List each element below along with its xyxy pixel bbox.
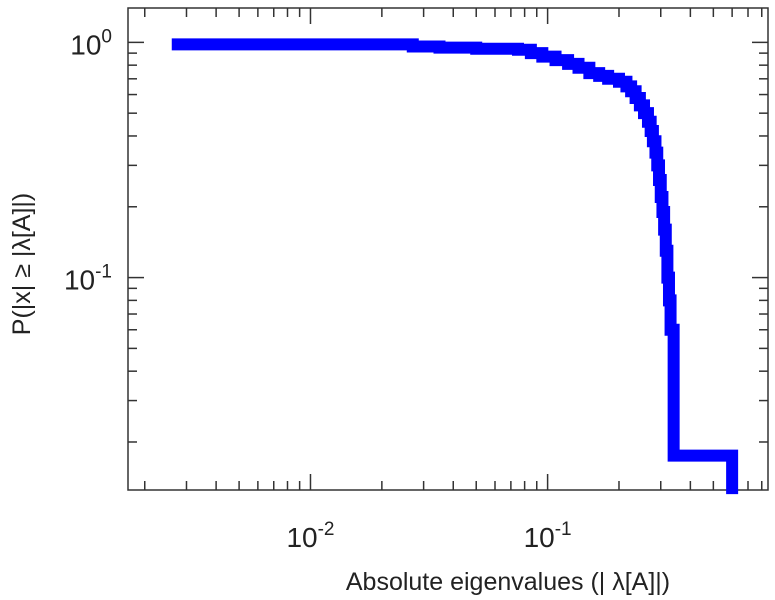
- y-axis-label: P(|x| ≥ |λ[A]|): [8, 193, 36, 335]
- y-tick-label: 100: [70, 26, 112, 60]
- x-minor-ticks: [143, 8, 763, 490]
- plot-frame: [127, 7, 769, 491]
- y-minor-ticks: [128, 41, 768, 443]
- x-tick-labels: 10-2 10-1: [286, 519, 571, 553]
- y-tick-label: 10-1: [64, 262, 112, 296]
- axes: [127, 7, 769, 491]
- x-tick-label: 10-2: [286, 519, 334, 553]
- x-axis-label: Absolute eigenvalues (| λ[A]|): [346, 568, 670, 596]
- series-line: [171, 38, 739, 495]
- x-tick-label: 10-1: [524, 519, 572, 553]
- y-tick-labels: 100 10-1: [64, 26, 112, 295]
